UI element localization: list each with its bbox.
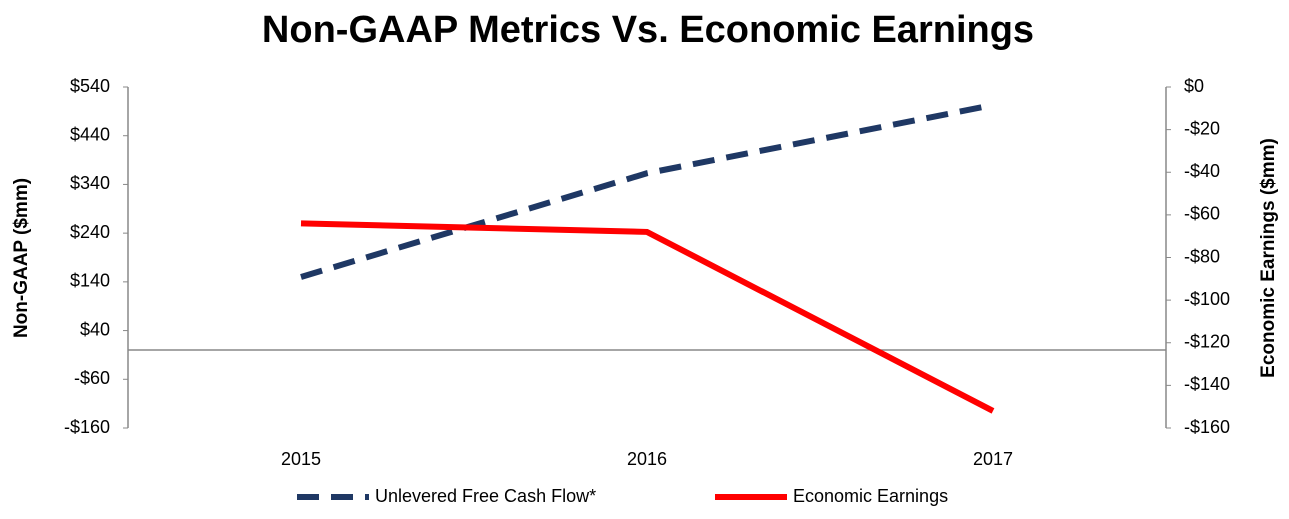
y-tick-label: $240	[70, 222, 110, 242]
series-line	[300, 220, 995, 414]
x-tick-label: 2017	[973, 449, 1013, 469]
legend-label: Unlevered Free Cash Flow*	[375, 486, 596, 506]
y-tick-label: $340	[70, 173, 110, 193]
y2-tick-label: -$140	[1184, 374, 1230, 394]
y2-tick-label: -$20	[1184, 118, 1220, 138]
y-tick-label: $40	[80, 319, 110, 339]
series-line	[300, 102, 994, 280]
legend-label: Economic Earnings	[793, 486, 948, 506]
x-tick-label: 2016	[627, 449, 667, 469]
y2-tick-label: -$120	[1184, 332, 1230, 352]
y2-axis-label: Economic Earnings ($mm)	[1258, 138, 1279, 378]
y-tick-label: -$160	[64, 417, 110, 437]
y-tick-label: $140	[70, 271, 110, 291]
y2-tick-label: -$160	[1184, 417, 1230, 437]
y-tick-label: $540	[70, 76, 110, 96]
y2-tick-label: $0	[1184, 76, 1204, 96]
y2-tick-label: -$80	[1184, 246, 1220, 266]
y-axis-label: Non-GAAP ($mm)	[11, 178, 32, 338]
chart-title: Non-GAAP Metrics Vs. Economic Earnings	[262, 9, 1034, 51]
y2-tick-label: -$60	[1184, 204, 1220, 224]
y2-tick-label: -$40	[1184, 161, 1220, 181]
y-tick-label: -$60	[74, 368, 110, 388]
x-tick-label: 2015	[281, 449, 321, 469]
y-tick-label: $440	[70, 124, 110, 144]
y2-tick-label: -$100	[1184, 289, 1230, 309]
